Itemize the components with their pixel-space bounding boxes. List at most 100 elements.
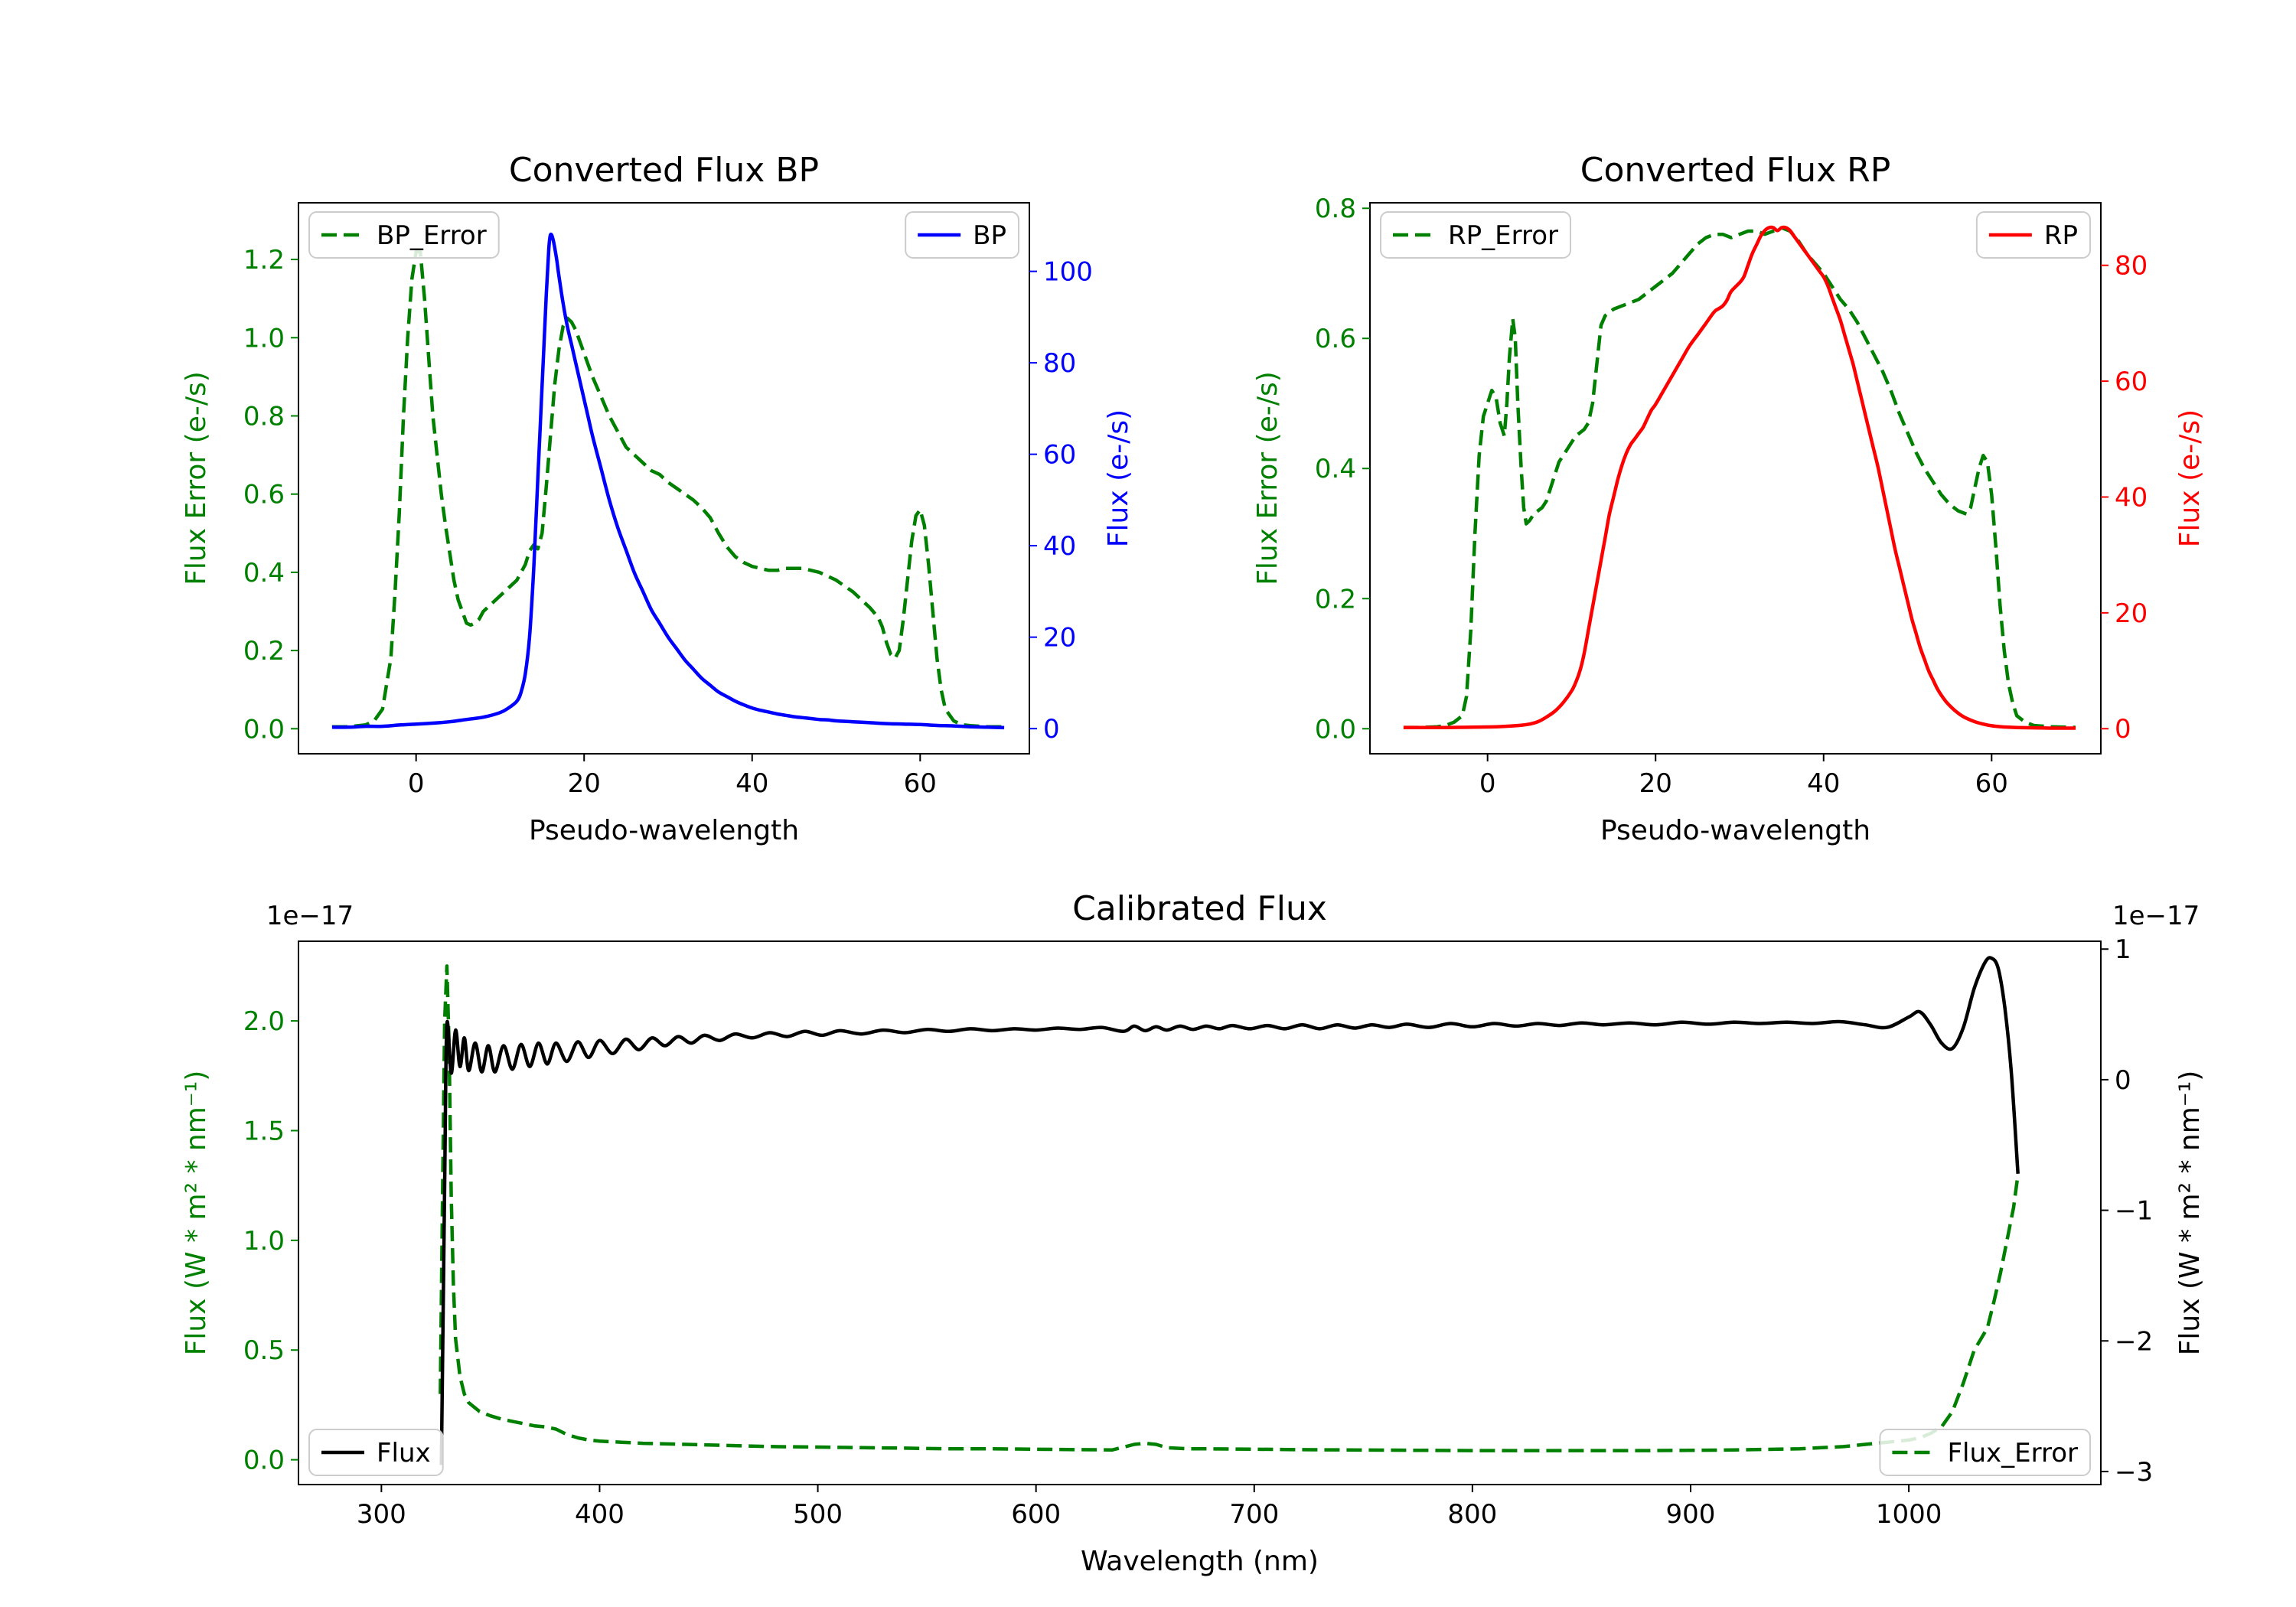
right-tick-label: 20 [2115,598,2148,629]
x-axis: 0 20 40 60 [408,754,937,799]
left-tick-label: 0.4 [1315,454,1356,484]
left-tick-label: 0.4 [243,558,285,588]
x-tick-label: 60 [904,768,937,799]
legend-rp: RP [1975,211,2091,259]
left-axis: 0.0 0.2 0.4 0.6 0.8 [1315,194,1370,745]
left-tick-label: 2.0 [243,1006,285,1037]
x-tick-label: 20 [568,768,601,799]
axes-spines [298,940,2102,1485]
x-tick-label: 0 [1479,768,1496,799]
legend-label: RP_Error [1448,220,1558,251]
right-tick-label: 60 [1043,440,1076,471]
chart-converted-flux-rp: 0 20 40 60 Pseudo-wavelength 0.0 0.2 0.4 0.6 0.8 F… [1252,151,2206,846]
right-offset-text: 1e−17 [2112,901,2200,931]
x-tick-label: 900 [1666,1499,1716,1530]
left-tick-label: 0.0 [243,1446,285,1476]
right-tick-label: 100 [1043,257,1093,288]
left-tick-label: 0.6 [1315,324,1356,354]
x-axis: 0 20 40 60 [1479,754,2008,799]
legend-box [308,1429,444,1476]
chart-title: Converted Flux RP [1580,151,1891,190]
chart-converted-flux-bp: 0 20 40 60 Pseudo-wavelength 0.0 0.2 0.4 0.6 0.8 1… [181,151,1134,846]
x-tick-label: 600 [1011,1499,1061,1530]
plot-area [439,956,2020,1465]
legend-label: RP [2044,220,2078,251]
series-flux-error [439,964,2020,1452]
right-tick-label: 0 [2115,714,2131,745]
left-tick-label: 1.5 [243,1116,285,1146]
x-tick-label: 20 [1639,768,1672,799]
legend-box [1975,211,2091,259]
series-bp-error [331,249,1005,729]
left-offset-text: 1e−17 [266,901,354,931]
right-tick-label: 1 [2115,934,2131,965]
left-tick-label: 0.8 [1315,194,1356,224]
axes-spines [298,202,1030,755]
x-tick-label: 40 [1807,768,1840,799]
right-tick-label: 40 [1043,531,1076,562]
right-tick-label: 0 [2115,1065,2131,1096]
legend-bp: BP [905,211,1019,259]
right-axis: 0 20 40 60 80 [2101,251,2148,745]
right-y-axis-label: Flux (e-/s) [1103,409,1134,547]
series-rp-error [1403,226,2076,729]
left-axis: 0.0 0.2 0.4 0.6 0.8 1.0 1.2 [243,245,298,745]
left-tick-label: 0.2 [1315,584,1356,614]
chart-title: Converted Flux BP [509,151,819,190]
series-flux [439,956,2020,1465]
legend-flux-error: Flux_Error [1879,1429,2091,1476]
chart-title: Calibrated Flux [1072,889,1327,928]
legend-rp-error: RP_Error [1380,211,1572,259]
left-tick-label: 0.0 [243,714,285,745]
left-y-axis-label: Flux (W * m² * nm⁻¹) [181,1071,212,1356]
x-tick-label: 800 [1447,1499,1497,1530]
left-y-axis-label: Flux Error (e-/s) [1252,371,1283,585]
chart-calibrated-flux: 300 400 500 600 700 800 900 1000 Wavelength (nm)… [181,889,2206,1577]
x-tick-label: 400 [575,1499,625,1530]
axes-spines [1369,202,2102,755]
legend-label: Flux_Error [1947,1438,2078,1468]
legend-box [905,211,1019,259]
left-tick-label: 0.2 [243,636,285,667]
legend-box [1879,1429,2091,1476]
x-tick-label: 500 [793,1499,843,1530]
plot-area [1403,225,2076,730]
x-tick-label: 0 [408,768,425,799]
left-tick-label: 0.8 [243,401,285,432]
right-y-axis-label: Flux (e-/s) [2174,409,2206,547]
x-axis-label: Wavelength (nm) [1081,1546,1319,1577]
x-tick-label: 300 [357,1499,406,1530]
x-axis-label: Pseudo-wavelength [1600,815,1870,846]
x-tick-label: 700 [1229,1499,1279,1530]
x-tick-label: 60 [1975,768,2008,799]
left-tick-label: 1.0 [243,323,285,354]
right-axis: 1 0 −1 −2 −3 [2101,934,2153,1488]
x-tick-label: 1000 [1876,1499,1942,1530]
right-tick-label: 20 [1043,623,1076,654]
left-y-axis-label: Flux Error (e-/s) [181,371,212,585]
series-bp [331,232,1005,730]
legend-label: BP [973,220,1006,251]
legend-box [308,211,500,259]
left-tick-label: 0.5 [243,1335,285,1366]
right-tick-label: 40 [2115,482,2148,513]
left-axis: 0.0 0.5 1.0 1.5 2.0 [243,1006,298,1476]
right-tick-label: −1 [2115,1196,2153,1227]
legend-bp-error: BP_Error [308,211,500,259]
right-tick-label: −2 [2115,1326,2153,1357]
left-tick-label: 0.0 [1315,714,1356,745]
right-tick-label: 80 [2115,251,2148,282]
x-tick-label: 40 [735,768,768,799]
right-tick-label: −3 [2115,1457,2153,1488]
legend-flux: Flux [308,1429,444,1476]
legend-box [1380,211,1572,259]
right-y-axis-label: Flux (W * m² * nm⁻¹) [2174,1071,2206,1356]
left-tick-label: 0.6 [243,480,285,510]
legend-label: BP_Error [377,220,487,251]
left-tick-label: 1.0 [243,1226,285,1257]
x-axis-label: Pseudo-wavelength [529,815,799,846]
plot-area [331,232,1005,730]
x-axis: 300 400 500 600 700 800 900 1000 [357,1485,1942,1530]
